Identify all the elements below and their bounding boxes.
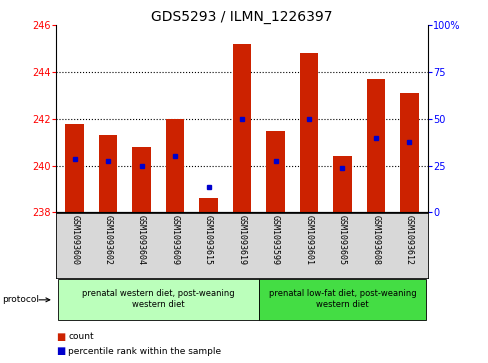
Text: ■: ■: [56, 346, 65, 356]
Bar: [299, 53, 318, 212]
Text: GSM1093599: GSM1093599: [270, 215, 280, 265]
Text: prenatal western diet, post-weaning
western diet: prenatal western diet, post-weaning west…: [82, 289, 234, 309]
Bar: [132, 147, 150, 212]
Text: GSM1093605: GSM1093605: [337, 215, 346, 265]
Bar: [266, 131, 284, 212]
Text: GSM1093601: GSM1093601: [304, 215, 313, 265]
Title: GDS5293 / ILMN_1226397: GDS5293 / ILMN_1226397: [151, 11, 332, 24]
Bar: [65, 123, 83, 212]
Text: GSM1093619: GSM1093619: [237, 215, 246, 265]
Text: prenatal low-fat diet, post-weaning
western diet: prenatal low-fat diet, post-weaning west…: [268, 289, 415, 309]
Bar: [199, 198, 217, 212]
Text: GSM1093615: GSM1093615: [203, 215, 213, 265]
Bar: [333, 156, 351, 212]
Text: GSM1093609: GSM1093609: [170, 215, 179, 265]
Bar: [58, 279, 258, 321]
Text: GSM1093600: GSM1093600: [70, 215, 79, 265]
Bar: [366, 79, 385, 212]
Text: count: count: [68, 333, 94, 341]
Text: percentile rank within the sample: percentile rank within the sample: [68, 347, 221, 356]
Bar: [232, 44, 251, 212]
Bar: [400, 93, 418, 212]
Bar: [165, 119, 184, 212]
Text: protocol: protocol: [2, 295, 40, 304]
Text: GSM1093612: GSM1093612: [404, 215, 413, 265]
Text: ■: ■: [56, 332, 65, 342]
Text: GSM1093604: GSM1093604: [137, 215, 146, 265]
Text: GSM1093608: GSM1093608: [371, 215, 380, 265]
Text: GSM1093602: GSM1093602: [103, 215, 112, 265]
Bar: [258, 279, 426, 321]
Bar: [99, 135, 117, 212]
